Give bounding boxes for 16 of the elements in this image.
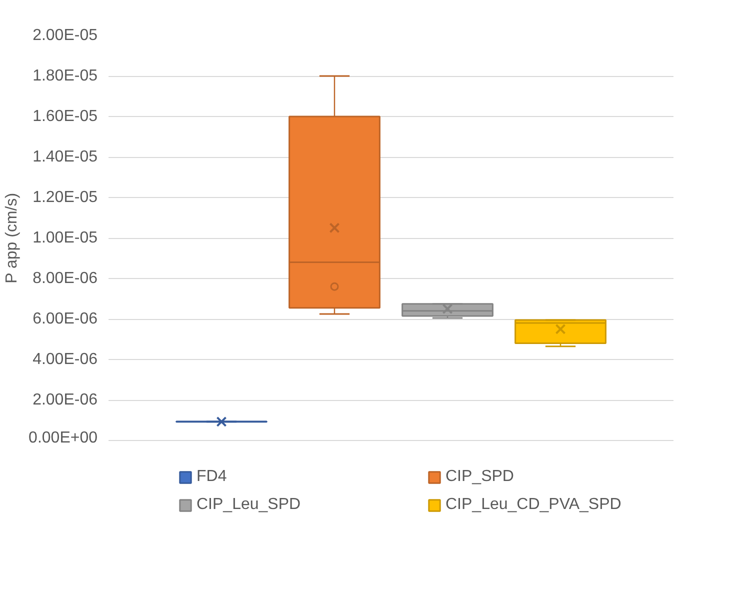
y-tick-label: 2.00E-06 [32, 392, 98, 408]
y-tick-label: 2.00E-05 [32, 27, 98, 44]
y-axis-title: P app (cm/s) [4, 192, 21, 284]
y-tick-label: 1.00E-05 [32, 230, 98, 246]
legend-label: CIP_Leu_CD_PVA_SPD [446, 496, 622, 514]
y-tick-label: 1.80E-05 [32, 68, 98, 84]
legend-label: CIP_Leu_SPD [196, 496, 302, 514]
y-tick-label: 1.40E-05 [32, 148, 98, 166]
y-tick-label: 4.00E-06 [32, 351, 98, 368]
y-tick-label: 1.60E-05 [32, 108, 98, 125]
y-tick-label: 8.00E-06 [32, 270, 98, 287]
y-tick-label: 1.20E-05 [32, 189, 98, 206]
legend-label: FD4 [196, 468, 228, 486]
y-tick-label: 0.00E+00 [28, 430, 98, 446]
legend-label: CIP_SPD [446, 468, 515, 486]
y-tick-label: 6.00E-06 [32, 310, 98, 328]
